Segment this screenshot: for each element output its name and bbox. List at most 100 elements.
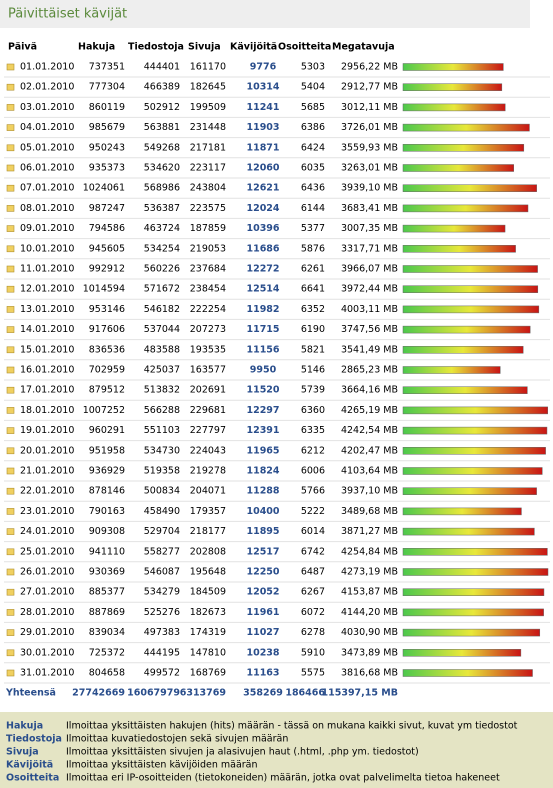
bar bbox=[402, 568, 549, 576]
row-icon bbox=[6, 528, 15, 535]
tiedostoja: 563881 bbox=[144, 122, 180, 133]
tiedostoja: 546182 bbox=[144, 304, 180, 315]
kavijoita: 11163 bbox=[246, 668, 279, 679]
legend-text: Ilmoittaa eri IP-osoitteiden (tietokonei… bbox=[66, 773, 500, 784]
row-icon bbox=[6, 407, 15, 414]
bar bbox=[402, 346, 524, 354]
kavijoita: 12060 bbox=[246, 163, 279, 174]
row-icon bbox=[6, 164, 15, 172]
total-osoitteita: 186466 bbox=[285, 688, 325, 699]
megatavuja: 3664,16 MB bbox=[341, 385, 398, 396]
date: 24.01.2010 bbox=[20, 526, 74, 537]
legend-text: Ilmoittaa yksittäisten sivujen ja alasiv… bbox=[66, 747, 419, 758]
date: 01.01.2010 bbox=[20, 62, 74, 73]
tiedostoja: 534620 bbox=[144, 163, 180, 174]
sivuja: 207273 bbox=[190, 324, 226, 335]
kavijoita: 10314 bbox=[246, 82, 279, 93]
total-megatavuja: 115397,15 MB bbox=[322, 688, 399, 699]
hakuja: 887869 bbox=[89, 607, 125, 618]
sivuja: 184509 bbox=[190, 587, 226, 598]
osoitteita: 6386 bbox=[301, 122, 325, 133]
osoitteita: 5910 bbox=[301, 647, 325, 658]
legend-text: Ilmoittaa kuvatiedostojen sekä sivujen m… bbox=[66, 734, 288, 745]
date: 18.01.2010 bbox=[20, 405, 74, 416]
hakuja: 790163 bbox=[89, 506, 125, 517]
tiedostoja: 560226 bbox=[144, 264, 180, 275]
hakuja: 953146 bbox=[89, 304, 125, 315]
kavijoita: 12250 bbox=[246, 567, 279, 578]
tiedostoja: 499572 bbox=[144, 668, 180, 679]
row-icon bbox=[6, 205, 15, 212]
tiedostoja: 483588 bbox=[144, 344, 180, 355]
kavijoita: 11241 bbox=[246, 102, 279, 113]
bar bbox=[402, 204, 529, 213]
osoitteita: 6278 bbox=[301, 627, 325, 638]
tiedostoja: 534730 bbox=[144, 445, 180, 456]
bar bbox=[402, 305, 540, 314]
kavijoita: 9776 bbox=[250, 62, 277, 73]
tiedostoja: 536387 bbox=[144, 203, 180, 214]
row-icon bbox=[6, 386, 15, 394]
legend-key: Kävijöitä bbox=[6, 760, 53, 771]
bar bbox=[402, 669, 533, 677]
sivuja: 227797 bbox=[190, 425, 226, 436]
tiedostoja: 463724 bbox=[144, 223, 180, 234]
tiedostoja: 497383 bbox=[144, 627, 180, 638]
kavijoita: 11288 bbox=[246, 486, 279, 497]
bar bbox=[402, 164, 514, 172]
tiedostoja: 500834 bbox=[144, 486, 180, 497]
hakuja: 930369 bbox=[89, 567, 125, 578]
bar bbox=[402, 123, 530, 132]
hakuja: 702959 bbox=[89, 365, 125, 376]
osoitteita: 5575 bbox=[301, 668, 325, 679]
osoitteita: 5146 bbox=[301, 365, 325, 376]
column-header: Tiedostoja bbox=[128, 42, 184, 53]
osoitteita: 5821 bbox=[301, 344, 325, 355]
megatavuja: 3489,68 MB bbox=[341, 506, 398, 517]
osoitteita: 6335 bbox=[301, 425, 325, 436]
osoitteita: 5685 bbox=[301, 102, 325, 113]
row-icon bbox=[6, 346, 15, 354]
legend-box bbox=[0, 712, 553, 788]
sivuja: 243804 bbox=[190, 183, 226, 194]
row-icon bbox=[6, 649, 15, 657]
kavijoita: 11824 bbox=[246, 466, 279, 477]
hakuja: 987247 bbox=[89, 203, 125, 214]
date: 14.01.2010 bbox=[20, 324, 74, 335]
bar bbox=[402, 548, 548, 556]
bar bbox=[402, 447, 546, 455]
kavijoita: 12391 bbox=[246, 425, 279, 436]
legend-key: Osoitteita bbox=[6, 773, 59, 784]
bar bbox=[402, 184, 537, 192]
date: 20.01.2010 bbox=[20, 445, 74, 456]
osoitteita: 5766 bbox=[301, 486, 325, 497]
row-icon bbox=[6, 669, 15, 677]
sivuja: 199509 bbox=[190, 102, 226, 113]
row-icon bbox=[6, 609, 15, 616]
osoitteita: 6144 bbox=[301, 203, 325, 214]
osoitteita: 6212 bbox=[301, 445, 325, 456]
megatavuja: 3007,35 MB bbox=[341, 223, 398, 234]
megatavuja: 3816,68 MB bbox=[341, 668, 398, 679]
date: 26.01.2010 bbox=[20, 567, 74, 578]
tiedostoja: 549268 bbox=[144, 142, 180, 153]
megatavuja: 3317,71 MB bbox=[341, 243, 398, 254]
row-icon bbox=[6, 508, 15, 515]
megatavuja: 3559,93 MB bbox=[341, 142, 398, 153]
megatavuja: 3726,01 MB bbox=[341, 122, 398, 133]
kavijoita: 11895 bbox=[246, 526, 279, 537]
date: 17.01.2010 bbox=[20, 385, 74, 396]
hakuja: 725372 bbox=[89, 647, 125, 658]
bar bbox=[402, 649, 522, 657]
megatavuja: 3263,01 MB bbox=[341, 163, 398, 174]
bar bbox=[402, 144, 525, 152]
date: 27.01.2010 bbox=[20, 587, 74, 598]
kavijoita: 11982 bbox=[246, 304, 279, 315]
megatavuja: 3871,27 MB bbox=[341, 526, 398, 537]
row-icon bbox=[6, 326, 15, 333]
bar bbox=[402, 265, 538, 273]
kavijoita: 12621 bbox=[246, 183, 279, 194]
megatavuja: 3012,11 MB bbox=[341, 102, 398, 113]
bar bbox=[402, 245, 516, 253]
